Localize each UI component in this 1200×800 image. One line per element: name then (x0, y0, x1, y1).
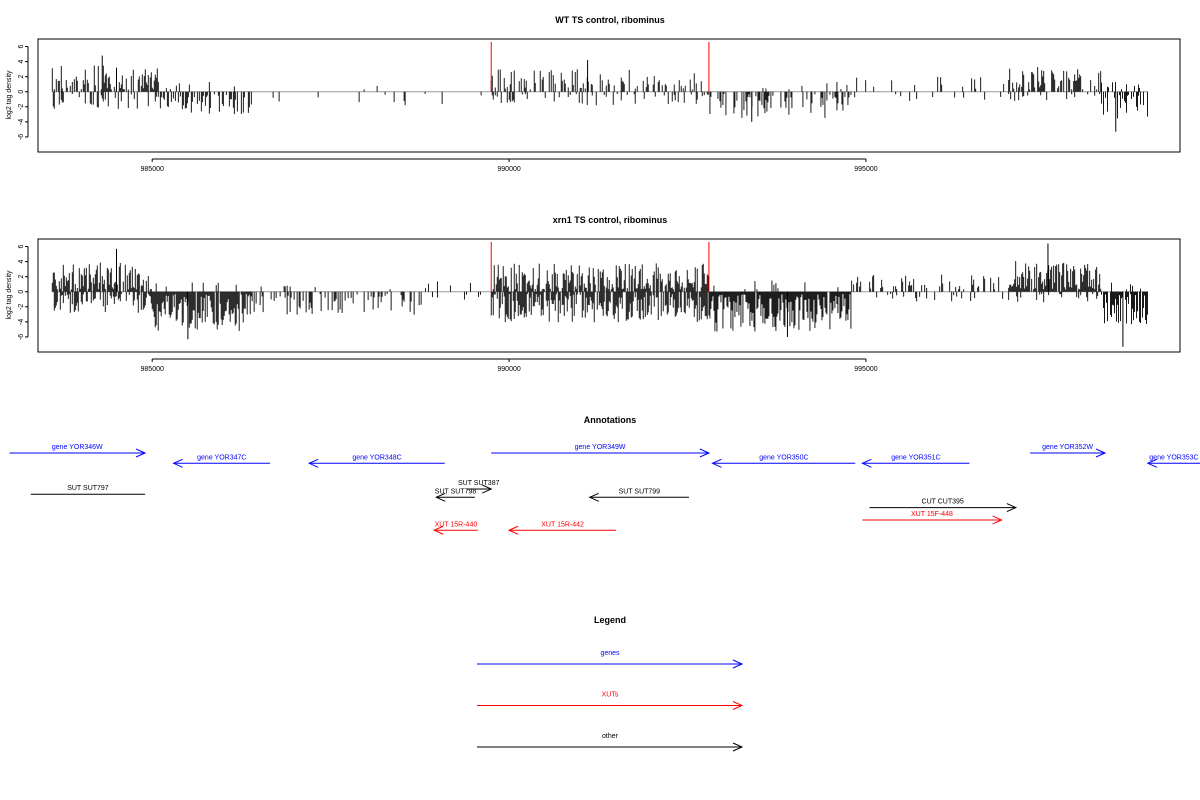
annotations-title: Annotations (584, 415, 637, 425)
feature-label: gene YOR347C (197, 454, 246, 461)
y-tick-label: 6 (18, 244, 25, 248)
legend-entry: XUTs (477, 692, 744, 710)
feature-label: XUT 15R-442 (541, 521, 584, 528)
x-tick-label: 985000 (141, 166, 164, 173)
feature: gene YOR352W (1030, 444, 1107, 458)
arrow-head (482, 484, 493, 494)
feature: SUT SUT799 (588, 488, 689, 502)
legend-entries: genes XUTs other (477, 650, 744, 752)
arrow-head (711, 458, 722, 468)
arrow-head (135, 448, 147, 458)
feature: gene YOR349W (491, 444, 711, 458)
y-axis-label: log2 tag density (6, 70, 13, 120)
y-axis: -6 -4 -2 0 2 4 6 (18, 44, 29, 140)
feature-label: XUT 15R-440 (435, 521, 478, 528)
feature: gene YOR348C (307, 454, 445, 468)
arrow-head (699, 448, 711, 458)
y-tick-label: 0 (18, 290, 25, 294)
feature: SUT SUT387 (458, 480, 500, 494)
feature: gene YOR347C (172, 454, 270, 468)
feature-label: XUT 15F-448 (911, 511, 953, 518)
arrow-head (732, 742, 744, 752)
feature: gene YOR351C (861, 454, 970, 468)
plot-frame (37, 238, 1181, 353)
y-tick-label: -6 (18, 134, 25, 140)
y-tick-label: -4 (18, 319, 25, 325)
legend-label: genes (600, 650, 620, 657)
arrow-head (732, 701, 744, 710)
feature: CUT CUT395 (869, 499, 1018, 513)
legend-entry: other (477, 733, 744, 752)
feature: gene YOR353C (1146, 454, 1200, 468)
feature-label: SUT SUT799 (619, 488, 661, 495)
y-tick-label: 4 (18, 260, 25, 264)
panel-title: WT TS control, ribominus (555, 15, 665, 25)
feature: gene YOR346W (9, 444, 147, 458)
arrow-head (992, 515, 1003, 525)
legend: Legend genes XUTs other (477, 615, 744, 752)
feature-label: gene YOR353C (1149, 454, 1198, 461)
panel-title: xrn1 TS control, ribominus (553, 215, 668, 225)
plot-frame (37, 38, 1181, 153)
feature: XUT 15F-448 (862, 511, 1003, 525)
arrow-head (861, 458, 872, 468)
x-tick-label: 990000 (497, 366, 520, 373)
y-tick-label: -2 (18, 304, 25, 310)
y-tick-label: -2 (18, 104, 25, 110)
bars (51, 42, 1148, 132)
feature: SUT SUT798 (435, 488, 477, 502)
feature-label: gene YOR348C (352, 454, 401, 461)
x-tick-label: 995000 (854, 366, 877, 373)
arrow-head (435, 492, 446, 502)
arrow-head (307, 458, 319, 468)
feature: XUT 15R-440 (432, 521, 478, 535)
feature-label: gene YOR352W (1042, 444, 1093, 451)
arrow-head (507, 525, 519, 535)
arrow-head (1006, 503, 1018, 513)
y-tick-label: 0 (18, 90, 25, 94)
feature-label: gene YOR349W (575, 444, 626, 451)
y-tick-label: 2 (18, 75, 25, 79)
feature-label: SUT SUT387 (458, 480, 500, 487)
feature-label: gene YOR351C (891, 454, 940, 461)
feature-label: gene YOR350C (759, 454, 808, 461)
arrow-head (172, 458, 183, 468)
legend-title: Legend (594, 615, 626, 625)
feature-label: SUT SUT797 (67, 485, 109, 492)
arrow-head (1095, 448, 1107, 458)
feature: gene YOR350C (711, 454, 856, 468)
y-tick-label: 6 (18, 44, 25, 48)
legend-label: other (602, 733, 619, 740)
y-tick-label: -6 (18, 334, 25, 340)
feature: SUT SUT797 (30, 485, 146, 495)
x-axis: 985000 990000 995000 (141, 358, 878, 373)
arrow-head (1146, 458, 1158, 468)
arrow-head (732, 659, 744, 669)
feature-list: gene YOR346W gene YOR347C gene YOR348C gene… (9, 444, 1200, 535)
feature-label: SUT SUT798 (435, 488, 477, 495)
feature-label: gene YOR346W (52, 444, 103, 451)
arrow-head (588, 492, 599, 502)
feature-label: CUT CUT395 (922, 499, 964, 506)
y-tick-label: 4 (18, 60, 25, 64)
y-tick-label: -4 (18, 119, 25, 125)
x-tick-label: 985000 (141, 366, 164, 373)
y-tick-label: 2 (18, 275, 25, 279)
wt-density-panel: WT TS control, ribominus log2 tag densit… (6, 15, 1181, 173)
xrn1-density-panel: xrn1 TS control, ribominus log2 tag dens… (6, 215, 1181, 373)
legend-label: XUTs (602, 692, 619, 699)
feature: XUT 15R-442 (507, 521, 617, 535)
y-axis-label: log2 tag density (6, 270, 13, 320)
x-tick-label: 995000 (854, 166, 877, 173)
y-axis: -6 -4 -2 0 2 4 6 (18, 244, 29, 340)
arrow-head (432, 525, 444, 535)
legend-entry: genes (477, 650, 744, 669)
x-axis: 985000 990000 995000 (141, 158, 878, 173)
x-tick-label: 990000 (497, 166, 520, 173)
bars (51, 242, 1148, 347)
